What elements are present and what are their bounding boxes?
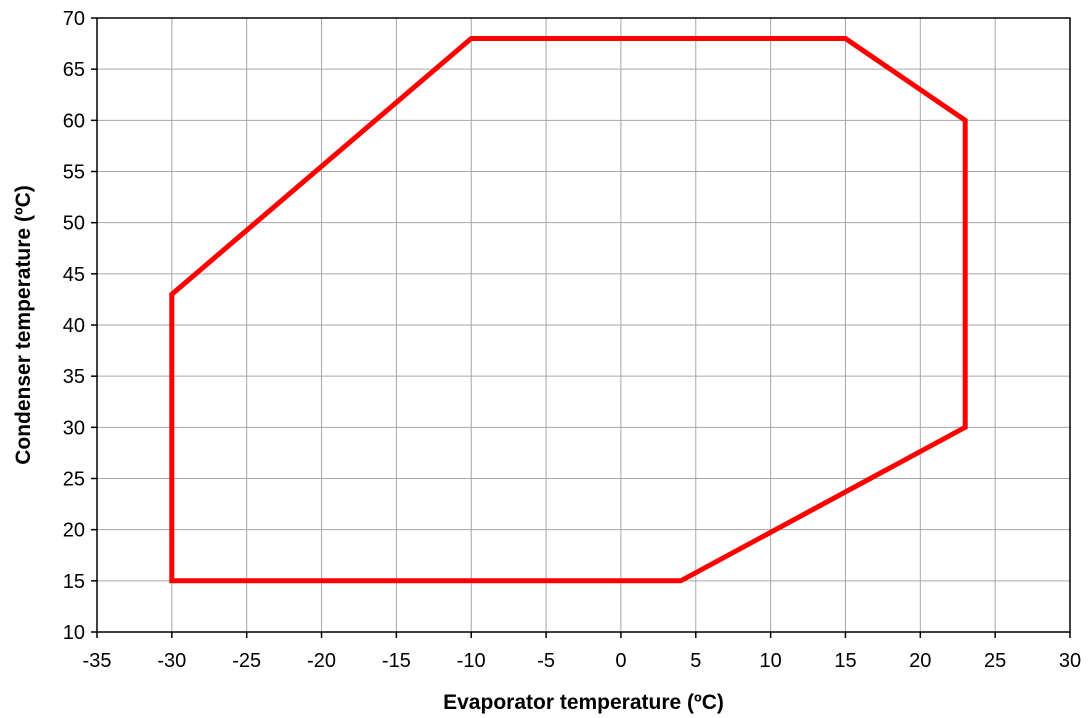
x-tick-label: -30: [157, 650, 186, 672]
y-tick-label: 35: [63, 366, 85, 388]
y-tick-label: 55: [63, 162, 85, 184]
y-tick-label: 15: [63, 571, 85, 593]
y-axis-title: Condenser temperature (ºC): [12, 185, 35, 465]
y-tick-label: 65: [63, 59, 85, 81]
x-tick-label: 25: [984, 650, 1006, 672]
x-axis-title: Evaporator temperature (ºC): [443, 691, 724, 714]
envelope-line: [169, 36, 968, 584]
y-axis-ticks: 10 15 20 25 30 35 40 45 50 55 60 65 70: [63, 8, 97, 644]
y-tick-label: 20: [63, 520, 85, 542]
x-tick-label: 20: [909, 650, 931, 672]
y-tick-label: 30: [63, 417, 85, 439]
x-tick-label: 10: [759, 650, 781, 672]
x-tick-label: 0: [615, 650, 626, 672]
series-layer: [169, 36, 968, 584]
y-tick-label: 25: [63, 469, 85, 491]
x-tick-label: 30: [1059, 650, 1081, 672]
x-tick-label: 15: [834, 650, 856, 672]
x-tick-label: -25: [232, 650, 261, 672]
x-tick-label: -20: [307, 650, 336, 672]
x-tick-label: -15: [382, 650, 411, 672]
y-tick-label: 60: [63, 110, 85, 132]
x-axis-ticks: -35 -30 -25 -20 -15 -10 -5 0 5 10 15 20 25 30: [83, 632, 1081, 672]
x-tick-label: 5: [690, 650, 701, 672]
x-tick-label: -35: [83, 650, 112, 672]
y-tick-label: 50: [63, 213, 85, 235]
y-tick-label: 40: [63, 315, 85, 337]
y-tick-label: 10: [63, 622, 85, 644]
y-tick-label: 70: [63, 8, 85, 30]
y-tick-label: 45: [63, 264, 85, 286]
x-tick-label: -10: [457, 650, 486, 672]
grid: [96, 17, 1071, 633]
x-tick-label: -5: [537, 650, 555, 672]
